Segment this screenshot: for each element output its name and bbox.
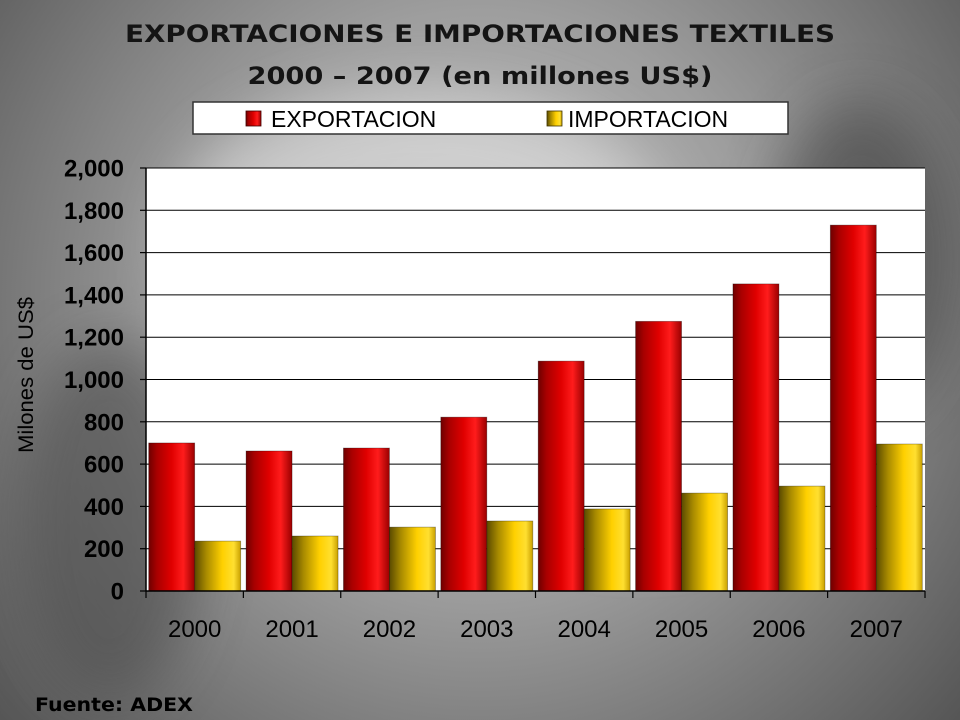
legend-box [192, 101, 789, 135]
y-tick-label: 600 [84, 452, 124, 479]
x-tick-label: 2001 [265, 616, 318, 643]
bar-exportacion-2006 [732, 283, 780, 592]
y-tick-label: 2,000 [64, 156, 124, 183]
y-axis-ticks: 0 200 400 600 800 1,000 1,200 1,400 1,600 1,800 2,… [64, 156, 146, 606]
x-tick-label: 2003 [460, 616, 513, 643]
bar-exportacion-2005 [635, 320, 682, 592]
bar-importacion-2000 [194, 540, 242, 592]
y-tick-label: 200 [84, 536, 124, 563]
y-tick-label: 800 [84, 409, 124, 436]
y-tick-label: 400 [84, 494, 124, 521]
x-tick-label: 2006 [752, 616, 805, 643]
y-tick-label: 1,200 [64, 325, 124, 352]
bar-importacion-2002 [389, 526, 436, 592]
bar-importacion-2001 [291, 535, 339, 592]
bar-exportacion-2007 [829, 224, 877, 592]
y-axis-label: Milones de US$ [15, 297, 38, 453]
x-tick-label: 2005 [655, 616, 708, 643]
bar-exportacion-2001 [245, 450, 293, 592]
legend-swatch-importacion [546, 110, 563, 127]
bar-exportacion-2003 [440, 416, 488, 592]
legend-label-importacion: IMPORTACION [568, 106, 728, 132]
bar-importacion-2004 [583, 508, 631, 592]
y-tick-label: 1,000 [64, 367, 124, 394]
bar-exportacion-2002 [343, 447, 390, 592]
legend-label-exportacion: EXPORTACION [271, 106, 436, 132]
y-tick-label: 1,800 [64, 198, 124, 225]
y-tick-label: 0 [111, 579, 124, 606]
legend-swatch-exportacion [245, 110, 262, 127]
y-tick-label: 1,400 [64, 282, 124, 309]
x-tick-label: 2000 [168, 616, 221, 643]
x-axis-ticks: 2000 2001 2002 2003 2004 2005 2006 2007 [145, 591, 926, 643]
chart-subtitle: 2000 – 2007 (en millones US$) [248, 62, 713, 90]
bar-importacion-2007 [875, 443, 923, 592]
x-tick-label: 2004 [557, 616, 610, 643]
chart-title: EXPORTACIONES E IMPORTACIONES TEXTILES [125, 20, 835, 48]
legend: EXPORTACION IMPORTACION [192, 101, 789, 135]
x-tick-label: 2007 [850, 616, 903, 643]
bar-importacion-2005 [681, 492, 728, 592]
y-tick-label: 1,600 [64, 240, 124, 267]
source-note: Fuente: ADEX [35, 694, 193, 716]
x-tick-label: 2002 [363, 616, 416, 643]
bar-importacion-2006 [778, 485, 826, 592]
bar-exportacion-2004 [537, 360, 585, 592]
bar-importacion-2003 [486, 520, 534, 592]
bar-exportacion-2000 [148, 442, 196, 592]
bars [148, 224, 923, 592]
